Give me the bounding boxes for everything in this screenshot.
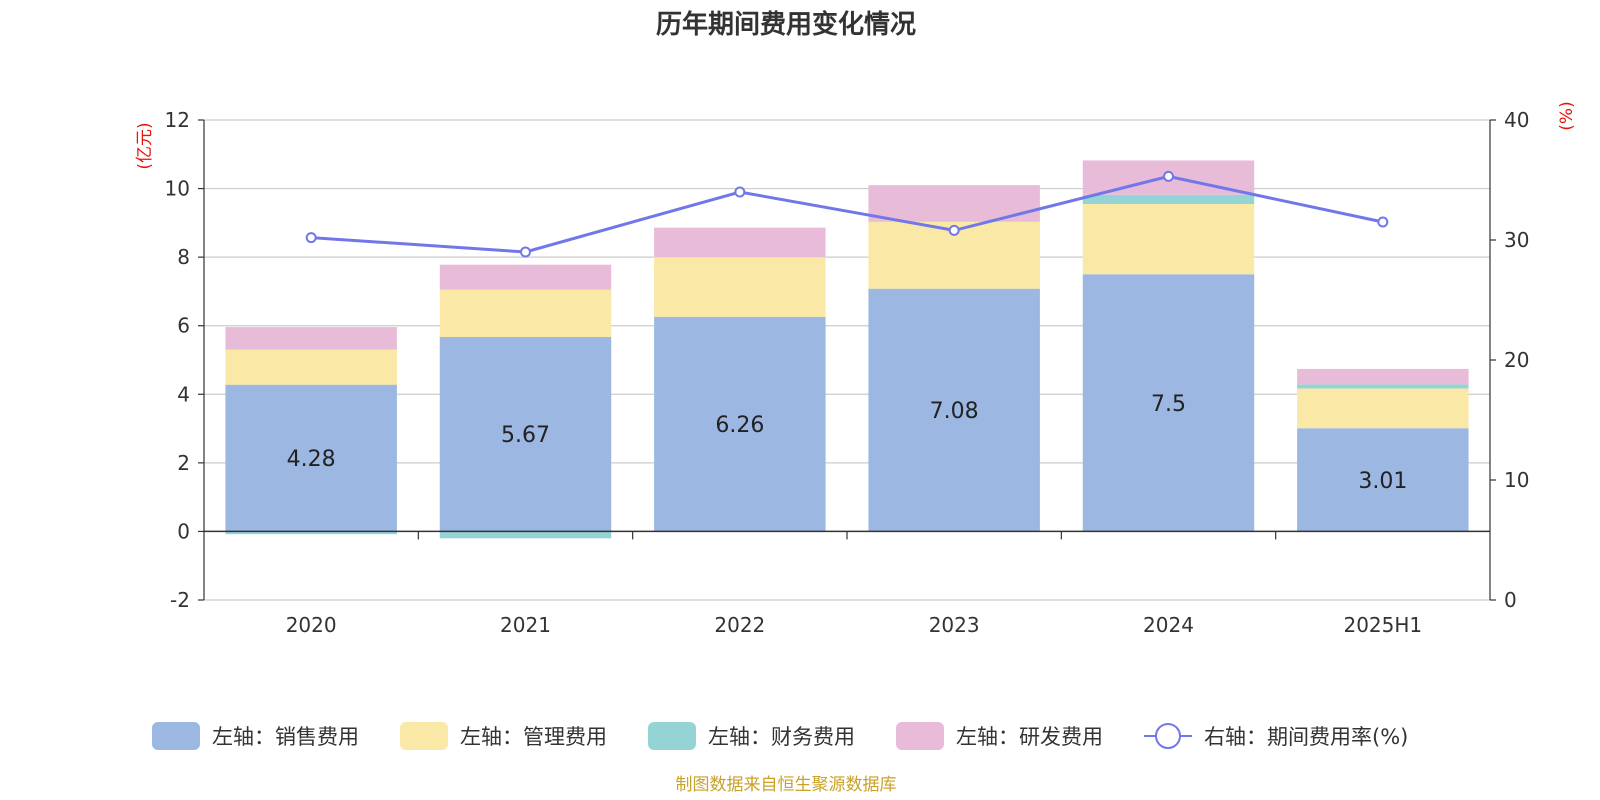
- bar-segment: [1297, 384, 1469, 389]
- right-tick-label: 30: [1504, 228, 1529, 252]
- rate-point: [1377, 216, 1389, 228]
- x-tick-label: 2023: [929, 613, 980, 637]
- x-tick-label: 2021: [500, 613, 551, 637]
- left-tick-label: 6: [177, 314, 190, 338]
- bar-segment: [225, 349, 397, 385]
- bar-segment: [1297, 388, 1469, 429]
- bar-segment: [225, 327, 397, 350]
- bar-segment: [1082, 274, 1255, 532]
- legend-label: 左轴：研发费用: [956, 725, 1103, 749]
- left-tick-label: 12: [165, 108, 190, 132]
- bar-data-label: 7.08: [930, 399, 979, 424]
- bar-segment: [654, 227, 826, 258]
- rate-point: [948, 224, 960, 236]
- rate-point: [520, 246, 531, 258]
- legend-label: 左轴：财务费用: [708, 725, 855, 749]
- rate-line-layer: [305, 170, 1389, 258]
- bar-segment: [439, 531, 612, 539]
- axes: -2 0 2 4 6 8 10 12 0 10 20 30 40 2020 2021 2022 2023 2024…: [165, 108, 1530, 637]
- left-tick-label: 2: [177, 451, 190, 475]
- bar-segment: [1082, 204, 1255, 275]
- bar-data-label: 3.01: [1358, 469, 1407, 494]
- bar-segment: [654, 316, 826, 532]
- bar-segment: [225, 384, 397, 532]
- legend-swatch: [648, 722, 696, 750]
- legend-label: 左轴：销售费用: [212, 725, 359, 749]
- left-axis-unit: (亿元): [135, 122, 155, 169]
- legend-swatch: [896, 722, 944, 750]
- right-tick-label: 20: [1504, 348, 1529, 372]
- bar-segment: [439, 337, 612, 532]
- left-tick-label: -2: [170, 588, 190, 612]
- right-tick-label: 10: [1504, 468, 1529, 492]
- legend-label: 左轴：管理费用: [460, 725, 607, 749]
- legend-label: 右轴：期间费用率(%): [1204, 725, 1408, 749]
- left-tick-label: 8: [177, 245, 190, 269]
- bar-segment: [868, 288, 1040, 532]
- bar-segment: [439, 289, 612, 338]
- source-note: 制图数据来自恒生聚源数据库: [676, 775, 897, 795]
- legend-swatch: [400, 722, 448, 750]
- rate-line: [311, 174, 1384, 254]
- legend-swatch-marker: [1155, 723, 1181, 749]
- bar-data-label: 5.67: [501, 423, 550, 448]
- left-tick-label: 0: [177, 519, 190, 543]
- bar-layer: [225, 160, 1469, 539]
- bar-segment: [1297, 428, 1469, 532]
- grid-lines: [204, 119, 1490, 601]
- bar-segment: [1082, 194, 1255, 204]
- legend: 左轴：销售费用 左轴：管理费用 左轴：财务费用 左轴：研发费用 右轴：期间费用率(%): [152, 722, 1408, 750]
- right-axis-unit: (%): [1557, 101, 1577, 130]
- legend-swatch: [152, 722, 200, 750]
- chart-title: 历年期间费用变化情况: [656, 9, 916, 40]
- left-tick-label: 4: [177, 382, 190, 406]
- left-tick-label: 10: [165, 177, 190, 201]
- x-tick-label: 2024: [1143, 613, 1194, 637]
- bar-segment: [654, 257, 826, 317]
- right-tick-label: 0: [1504, 588, 1517, 612]
- bar-data-label: 7.5: [1151, 392, 1186, 417]
- right-tick-label: 40: [1504, 108, 1529, 132]
- bar-segment: [439, 264, 612, 290]
- x-tick-label: 2020: [286, 613, 337, 637]
- rate-point: [1163, 170, 1174, 182]
- bar-data-label: 6.26: [715, 413, 764, 438]
- bar-data-label: 4.28: [287, 447, 336, 472]
- bar-segment: [1297, 368, 1469, 385]
- x-tick-label: 2025H1: [1343, 613, 1422, 637]
- bar-labels: 4.28 5.67 6.26 7.08 7.5 3.01: [287, 392, 1408, 494]
- x-tick-label: 2022: [714, 613, 765, 637]
- bar-segment: [225, 531, 397, 535]
- rate-point: [305, 232, 317, 244]
- rate-point: [734, 186, 746, 198]
